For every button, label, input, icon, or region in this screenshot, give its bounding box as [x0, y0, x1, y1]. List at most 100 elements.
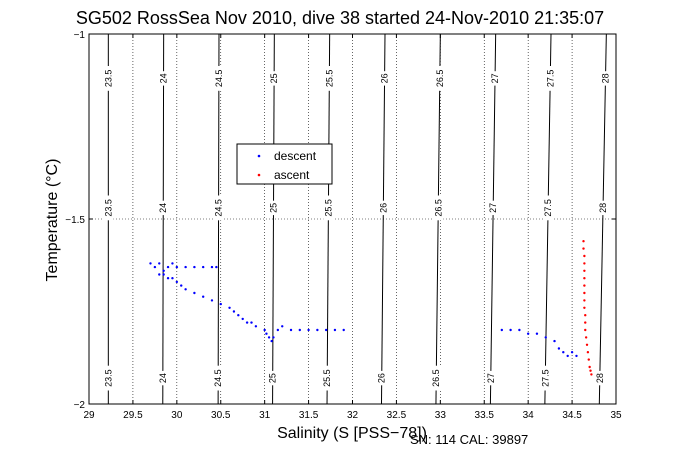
y-tick-label: −2 [74, 400, 86, 411]
density-contour-label: 24 [158, 373, 168, 383]
descent-point [180, 284, 183, 287]
density-contour-label: 23.5 [103, 70, 113, 88]
contour-label-bg [594, 370, 605, 386]
x-tick-label: 32 [347, 410, 359, 421]
ascent-point [584, 321, 587, 324]
legend-box [236, 143, 333, 185]
legend: descent ascent [236, 143, 333, 185]
ascent-point [583, 306, 586, 309]
descent-point [324, 328, 328, 332]
chart-title: SG502 RossSea Nov 2010, dive 38 started … [76, 8, 604, 28]
descent-point [500, 328, 504, 332]
descent-point [509, 328, 512, 332]
ascent-point [585, 343, 589, 346]
x-tick-label: 29 [83, 410, 95, 421]
ascent-point [583, 284, 586, 287]
ascent-point [583, 299, 586, 302]
ascent-point [582, 247, 585, 250]
density-contour-label: 28 [595, 373, 605, 383]
x-tick-label: 31.5 [299, 410, 319, 421]
descent-point [272, 336, 275, 339]
contour-label-bg [600, 71, 611, 86]
contour-label-bg [488, 200, 499, 216]
y-axis-label: Temperature (°C) [44, 159, 61, 282]
serial-calibration-note: SN: 114 CAL: 39897 [410, 432, 528, 447]
x-tick-label: 34.5 [562, 410, 582, 421]
density-contour-line [489, 33, 497, 405]
contour-label-bg [490, 71, 501, 86]
density-contour-label: 24 [159, 73, 169, 83]
legend-ascent-label: ascent [274, 168, 310, 182]
density-contour-label: 23.5 [103, 199, 113, 217]
contour-label-bg [543, 195, 554, 221]
descent-point [298, 328, 301, 332]
x-tick-label: 30.5 [211, 410, 231, 421]
descent-point [566, 354, 569, 358]
contour-label-bg [103, 66, 114, 91]
descent-point [162, 273, 165, 276]
density-contour-label: 28 [598, 203, 608, 213]
descent-point [342, 328, 345, 332]
descent-point [158, 262, 161, 265]
descent-point [193, 265, 196, 269]
x-axis-label: Salinity (S [PSS−78]) [277, 425, 427, 442]
descent-point [316, 328, 319, 332]
descent-point [149, 262, 152, 265]
descent-point [210, 265, 214, 269]
ascent-point [582, 240, 585, 243]
contour-label-bg [376, 370, 387, 386]
density-contour-label: 25.5 [322, 369, 332, 387]
contour-label-bg [158, 71, 169, 86]
descent-point [526, 332, 530, 335]
descent-point [276, 328, 280, 332]
descent-point [193, 291, 196, 295]
descent-point [333, 328, 337, 332]
descent-point [201, 265, 205, 269]
contour-label-bg [323, 195, 334, 221]
descent-point [166, 277, 170, 280]
ascent-point [587, 358, 590, 361]
ascent-point [584, 314, 587, 317]
x-tick-label: 30 [171, 410, 183, 421]
descent-point [518, 328, 521, 332]
density-contour-label: 27 [488, 203, 498, 213]
contour-label-bg [213, 365, 224, 391]
ascent-point [583, 291, 586, 295]
density-contour-label: 28 [600, 73, 610, 83]
ascent-point [584, 328, 587, 332]
density-contour-label: 27.5 [543, 199, 553, 217]
density-contour-line [162, 33, 165, 405]
descent-point [553, 339, 556, 343]
descent-point [263, 328, 266, 332]
descent-point [270, 339, 273, 343]
ascent-point [583, 277, 586, 280]
contour-label-bg [322, 365, 333, 391]
ticks-layer: 29 29.5 30 30.5 31 31.5 32 32.5 33 33.5 34 34.5 35 −1… [65, 30, 622, 421]
density-contour-label: 24 [158, 203, 168, 213]
density-contour-label: 23.5 [103, 369, 113, 387]
contour-label-bg [213, 195, 224, 221]
descent-point [267, 336, 271, 339]
descent-point [241, 317, 244, 321]
x-tick-label: 34 [523, 410, 535, 421]
ascent-point [583, 262, 586, 265]
x-tick-label: 33 [435, 410, 447, 421]
x-tick-label: 32.5 [387, 410, 407, 421]
descent-point [307, 328, 310, 332]
legend-ascent-marker [257, 173, 261, 177]
density-contour-label: 25.5 [323, 199, 333, 217]
density-contour-label: 27.5 [540, 369, 550, 387]
descent-point [535, 332, 539, 335]
density-contour-line [380, 33, 386, 405]
descent-point [232, 310, 236, 313]
contour-label-bg [269, 71, 280, 86]
density-contour-label: 26 [377, 373, 387, 383]
x-tick-label: 35 [610, 410, 622, 421]
density-contour-label: 26.5 [435, 70, 445, 88]
density-contour-label: 25 [269, 73, 279, 83]
legend-descent-marker [257, 154, 261, 158]
contour-label-bg [268, 200, 279, 216]
descent-point [250, 321, 253, 324]
density-contour-label: 24.5 [213, 369, 223, 387]
density-contour-label: 24.5 [214, 70, 224, 88]
